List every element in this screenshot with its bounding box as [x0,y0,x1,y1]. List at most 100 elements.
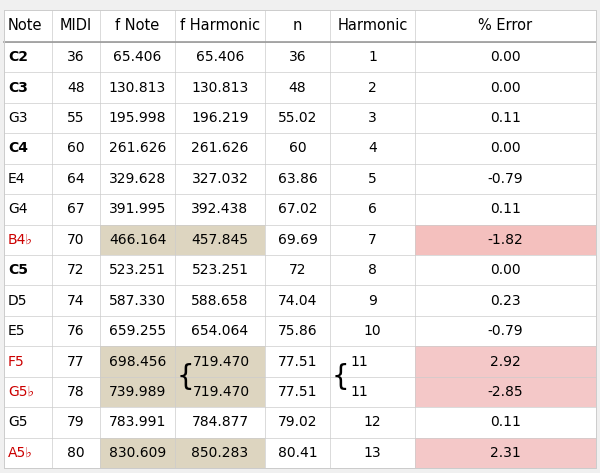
Text: C2: C2 [8,50,28,64]
Text: 523.251: 523.251 [109,263,166,277]
Bar [4,164,596,194]
Text: G3: G3 [8,111,28,125]
Text: 76: 76 [67,324,85,338]
Text: 739.989: 739.989 [109,385,166,399]
Text: 195.998: 195.998 [109,111,166,125]
Text: 784.877: 784.877 [191,415,248,429]
Text: 9: 9 [368,294,377,307]
Bar [4,194,596,225]
Text: 587.330: 587.330 [109,294,166,307]
Text: 64: 64 [67,172,85,186]
Text: -0.79: -0.79 [488,172,523,186]
Text: 60: 60 [289,141,307,156]
Text: B4♭: B4♭ [8,233,33,247]
Text: 659.255: 659.255 [109,324,166,338]
Bar [4,72,596,103]
Text: 80: 80 [67,446,85,460]
Text: 466.164: 466.164 [109,233,166,247]
Bar [415,225,596,255]
Text: 588.658: 588.658 [191,294,248,307]
Text: 196.219: 196.219 [191,111,249,125]
Text: 130.813: 130.813 [191,80,248,95]
Text: 783.991: 783.991 [109,415,166,429]
Text: 65.406: 65.406 [113,50,161,64]
Text: 77: 77 [67,354,85,368]
Text: 36: 36 [289,50,307,64]
Text: 7: 7 [368,233,377,247]
Text: G5♭: G5♭ [8,385,34,399]
Bar [415,438,596,468]
Text: 0.23: 0.23 [490,294,521,307]
Text: 55.02: 55.02 [278,111,317,125]
Text: % Error: % Error [478,18,533,34]
Text: -2.85: -2.85 [488,385,523,399]
Bar [4,255,596,285]
Text: 70: 70 [67,233,85,247]
Text: 77.51: 77.51 [278,354,317,368]
Text: 392.438: 392.438 [191,202,248,216]
Bar [4,346,596,377]
Text: 74: 74 [67,294,85,307]
Text: 63.86: 63.86 [278,172,317,186]
Text: 12: 12 [364,415,382,429]
Text: 55: 55 [67,111,85,125]
Text: 261.626: 261.626 [109,141,166,156]
Text: 4: 4 [368,141,377,156]
Bar [4,225,596,255]
Text: Note: Note [8,18,43,34]
Text: 65.406: 65.406 [196,50,244,64]
Text: -1.82: -1.82 [488,233,523,247]
Text: 327.032: 327.032 [191,172,248,186]
Text: 457.845: 457.845 [191,233,248,247]
Text: 67.02: 67.02 [278,202,317,216]
Text: 8: 8 [368,263,377,277]
Text: -0.79: -0.79 [488,324,523,338]
Text: 72: 72 [67,263,85,277]
Text: 698.456: 698.456 [109,354,166,368]
Text: E5: E5 [8,324,25,338]
Text: 2.31: 2.31 [490,446,521,460]
Text: G4: G4 [8,202,28,216]
Text: 0.11: 0.11 [490,111,521,125]
Text: 654.064: 654.064 [191,324,248,338]
Text: 523.251: 523.251 [191,263,248,277]
Text: 74.04: 74.04 [278,294,317,307]
Bar [4,316,596,346]
Text: f Note: f Note [115,18,160,34]
Text: 261.626: 261.626 [191,141,248,156]
Bar [4,285,596,316]
Text: C4: C4 [8,141,28,156]
Text: 0.00: 0.00 [490,50,521,64]
Bar [4,133,596,164]
Text: 1: 1 [368,50,377,64]
Bar [100,346,265,377]
Text: 830.609: 830.609 [109,446,166,460]
Text: 77.51: 77.51 [278,385,317,399]
Bar [4,42,596,72]
Bar [4,438,596,468]
Text: 11: 11 [350,385,368,399]
Text: 329.628: 329.628 [109,172,166,186]
Text: 10: 10 [364,324,382,338]
Text: 2: 2 [368,80,377,95]
Bar [415,377,596,407]
Text: 3: 3 [368,111,377,125]
Text: 78: 78 [67,385,85,399]
Text: C3: C3 [8,80,28,95]
Text: F5: F5 [8,354,25,368]
Text: {: { [177,363,194,391]
Text: n: n [293,18,302,34]
Text: 48: 48 [67,80,85,95]
Text: 11: 11 [350,354,368,368]
Text: 79.02: 79.02 [278,415,317,429]
Bar [100,377,265,407]
Text: 60: 60 [67,141,85,156]
Text: G5: G5 [8,415,28,429]
Text: 5: 5 [368,172,377,186]
Text: 13: 13 [364,446,382,460]
Text: 67: 67 [67,202,85,216]
Text: 0.11: 0.11 [490,202,521,216]
Text: 48: 48 [289,80,307,95]
Bar [4,103,596,133]
Text: Harmonic: Harmonic [337,18,407,34]
